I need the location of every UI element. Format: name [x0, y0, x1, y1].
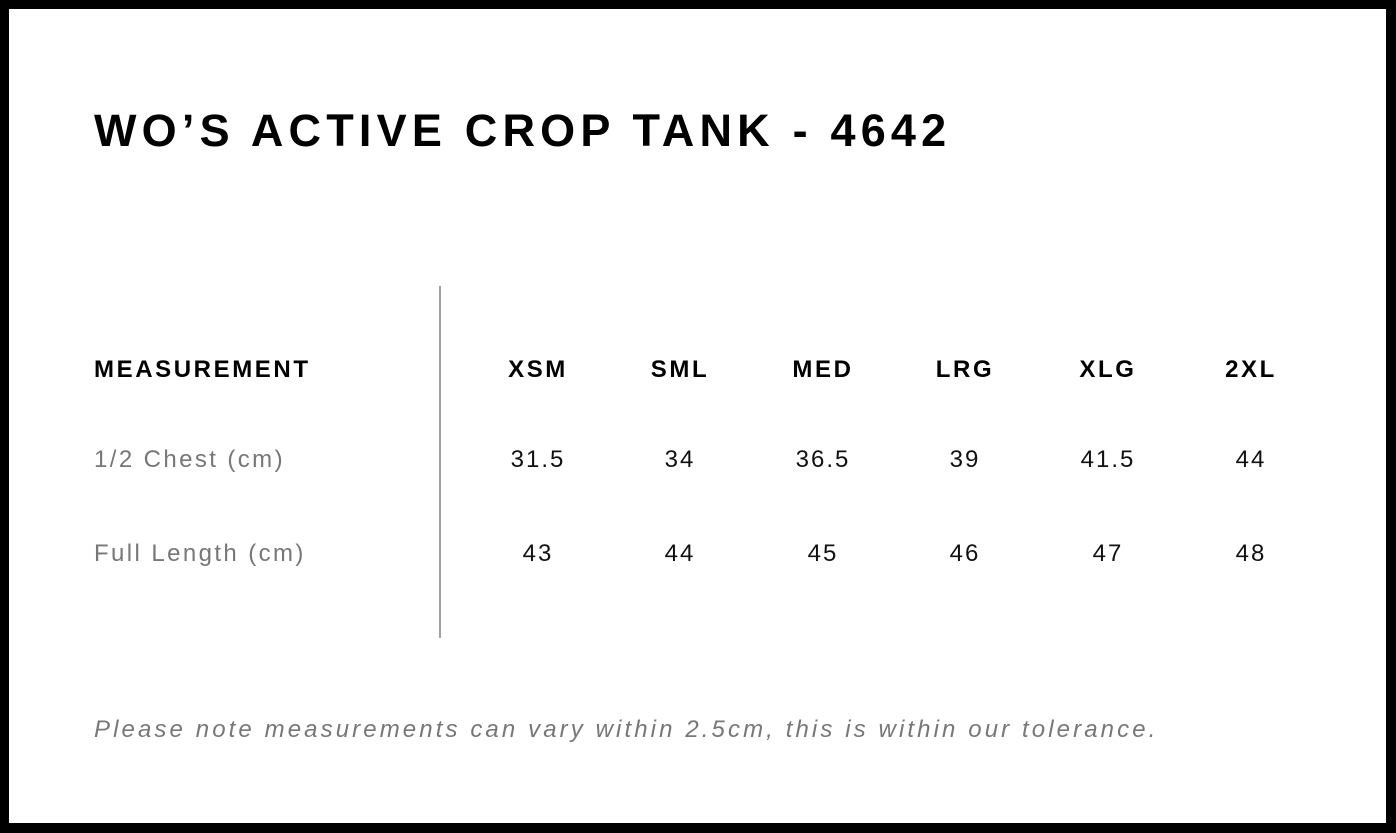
table-cell: 45 [807, 540, 839, 567]
size-header-xsm: XSM [508, 356, 568, 383]
table-cell: 48 [1235, 540, 1267, 567]
size-header-sml: SML [650, 356, 710, 383]
table-cell: 47 [1092, 540, 1124, 567]
size-header-xlg: XLG [1079, 356, 1137, 383]
measurement-header: MEASUREMENT [94, 356, 311, 383]
table-cell: 39 [949, 446, 981, 473]
table-cell: 44 [664, 540, 696, 567]
size-header-lrg: LRG [935, 356, 995, 383]
size-header-2xl: 2XL [1225, 356, 1277, 383]
size-header-med: MED [792, 356, 854, 383]
table-cell: 46 [949, 540, 981, 567]
table-cell: 44 [1235, 446, 1267, 473]
column-divider [439, 286, 441, 638]
table-cell: 34 [664, 446, 696, 473]
table-cell: 31.5 [510, 446, 566, 473]
table-cell: 41.5 [1080, 446, 1136, 473]
tolerance-note: Please note measurements can vary within… [94, 716, 1159, 743]
row-label: 1/2 Chest (cm) [94, 446, 285, 473]
table-cell: 36.5 [795, 446, 851, 473]
size-chart-sheet: WO’S ACTIVE CROP TANK - 4642 MEASUREMENT… [9, 9, 1386, 823]
table-cell: 43 [522, 540, 554, 567]
page-title: WO’S ACTIVE CROP TANK - 4642 [94, 105, 952, 156]
row-label: Full Length (cm) [94, 540, 306, 567]
